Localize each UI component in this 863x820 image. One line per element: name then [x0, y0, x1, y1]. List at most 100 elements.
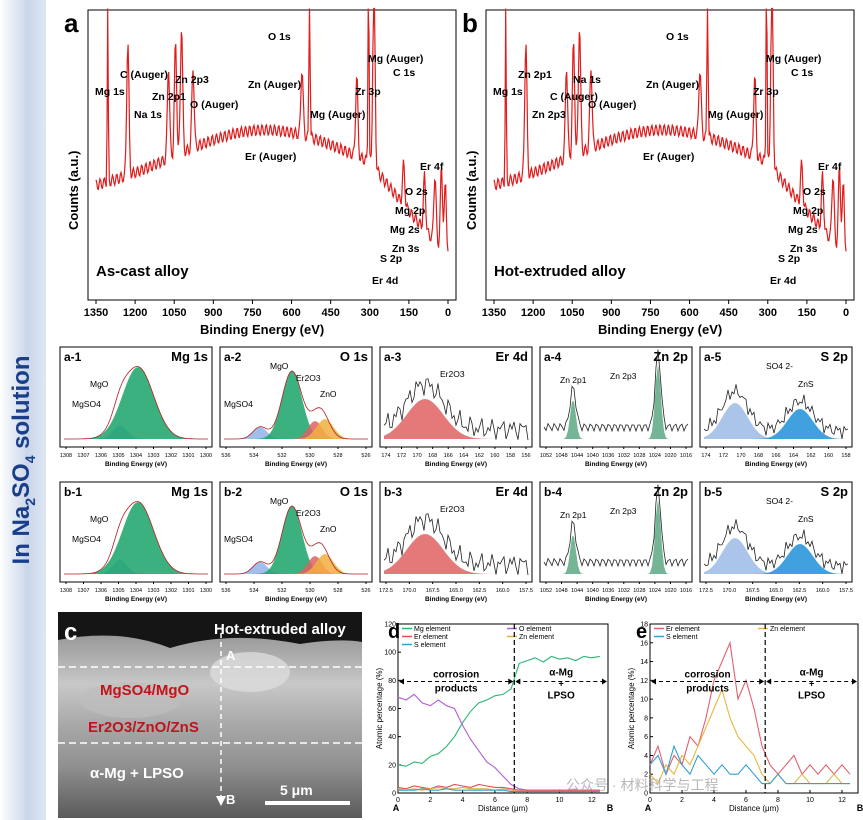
hr-tick: 1048: [555, 588, 567, 594]
hr-tick: 1032: [618, 588, 630, 594]
hr-tick: 170.0: [402, 588, 416, 594]
hr-tick: 166: [444, 453, 453, 459]
survey-tick: 300: [759, 307, 777, 319]
peak-label: Mg (Auger): [368, 53, 423, 65]
hr-tick: 1305: [112, 453, 124, 459]
hr-panel-a-5: a-5 S 2p 174 172 170 168 166 164 162 160 158 Bindin…: [699, 346, 853, 468]
fit-component: [384, 399, 528, 439]
hr-panel-id: b-5: [704, 485, 722, 499]
hr-tick: 160.0: [816, 588, 830, 594]
region-right-3: LPSO: [798, 690, 825, 701]
peak-label: O (Auger): [588, 99, 636, 111]
hr-panels: a-1 Mg 1s 1308 1307 1306 1305 1304 1303 1302 1301…: [59, 346, 853, 603]
hr-tick: 160.0: [496, 588, 510, 594]
x-tick: 10: [556, 797, 564, 804]
series-line: [397, 655, 600, 767]
peak-label: Na 1s: [134, 109, 162, 121]
panel-letter-d: d: [388, 621, 400, 643]
hr-tick: 1028: [633, 453, 645, 459]
end-label-a: A: [393, 803, 400, 813]
hr-panel-id: a-1: [64, 350, 82, 364]
hr-tick: 164: [459, 453, 468, 459]
hr-panel-title: O 1s: [340, 484, 368, 499]
hr-tick: 1301: [182, 453, 194, 459]
legend-label: Mg element: [414, 626, 451, 633]
fit-component: [544, 401, 688, 439]
fit-component: [384, 534, 528, 574]
hr-tick: 168: [428, 453, 437, 459]
end-label-b: B: [857, 803, 863, 813]
hr-tick: 1303: [147, 588, 159, 594]
peak-label: Zn 2p1: [518, 69, 552, 81]
hr-tick: 156: [521, 453, 530, 459]
series-line: [649, 640, 851, 776]
hr-tick: 1302: [165, 588, 177, 594]
fit-component: [704, 403, 848, 439]
hr-tick: 166: [771, 453, 780, 459]
hr-tick: 1036: [602, 453, 614, 459]
component-label: MgO: [90, 514, 109, 524]
hr-tick: 158: [506, 453, 515, 459]
hr-tick: 1048: [555, 453, 567, 459]
survey-tick: 600: [282, 307, 300, 319]
hr-panel-title: Er 4d: [495, 349, 528, 364]
peak-label: Mg (Auger): [766, 53, 821, 65]
hr-tick: 162.5: [792, 588, 806, 594]
raw-spectrum: [543, 484, 689, 568]
peak-label: Zn 3s: [392, 243, 420, 255]
hr-xlabel: Binding Energy (eV): [585, 461, 647, 468]
hr-panel-title: S 2p: [821, 484, 849, 499]
hr-panel-a-3: a-3 Er 4d 174 172 170 168 166 164 162 160 158 156 Bi…: [379, 346, 533, 468]
hr-tick: 168: [754, 453, 763, 459]
survey-a-xlabel: Binding Energy (eV): [200, 322, 324, 337]
peak-label: Er 4d: [372, 275, 398, 287]
component-label: Zn 2p1: [560, 375, 587, 385]
y-axis-label: Atomic percentage (%): [627, 667, 636, 749]
raw-spectrum: [383, 513, 529, 576]
hr-panel-b-1: b-1 Mg 1s 1308 1307 1306 1305 1304 1303 1302 1301…: [59, 481, 213, 603]
component-label: MgO: [270, 496, 289, 506]
y-tick: 10: [640, 697, 648, 704]
y-axis-label: Atomic percentage (%): [375, 667, 384, 749]
hr-tick: 170: [736, 453, 745, 459]
fit-component: [224, 371, 368, 439]
sem-layer3: α-Mg + LPSO: [90, 765, 184, 782]
component-label: Zn 2p3: [610, 506, 637, 516]
x-axis-label: Distance (μm): [478, 804, 528, 813]
hr-tick: 526: [361, 453, 370, 459]
hr-panel-id: b-2: [224, 485, 242, 499]
hr-tick: 528: [333, 588, 342, 594]
region-right-1: α-Mg: [549, 667, 573, 678]
hr-xlabel: Binding Energy (eV): [745, 596, 807, 603]
sem-title: Hot-extruded alloy: [214, 621, 346, 638]
survey-tick: 1200: [521, 307, 545, 319]
hr-tick: 1044: [571, 588, 583, 594]
hr-tick: 534: [249, 453, 258, 459]
fit-component: [224, 419, 368, 439]
hr-tick: 1024: [649, 588, 661, 594]
x-tick: 12: [838, 797, 846, 804]
hr-panel-id: a-3: [384, 350, 402, 364]
sem-panel-c: c Hot-extruded alloy A MgSO4/MgO Er2O3/Z…: [58, 612, 362, 818]
y-tick: 0: [392, 791, 396, 798]
region-right-2: +: [809, 678, 814, 688]
x-tick: 2: [680, 797, 684, 804]
y-tick: 4: [644, 753, 648, 760]
survey-b-xlabel: Binding Energy (eV): [598, 322, 722, 337]
hr-xlabel: Binding Energy (eV): [585, 596, 647, 603]
survey-tick: 150: [798, 307, 816, 319]
hr-tick: 1304: [130, 588, 142, 594]
survey-tick: 750: [243, 307, 261, 319]
hr-tick: 170.0: [722, 588, 736, 594]
hr-tick: 165.0: [769, 588, 783, 594]
hr-panel-b-3: b-3 Er 4d 172.5 170.0 167.5 165.0 162.5 160.0 15…: [379, 481, 533, 603]
survey-b-ylabel: Counts (a.u.): [464, 151, 479, 230]
fit-component: [544, 499, 688, 574]
peak-label: O 1s: [268, 31, 291, 43]
hr-tick: 1052: [540, 453, 552, 459]
raw-spectrum: [64, 366, 208, 440]
survey-a-ylabel: Counts (a.u.): [66, 151, 81, 230]
survey-tick: 900: [204, 307, 222, 319]
component-label: MgSO4: [224, 534, 253, 544]
